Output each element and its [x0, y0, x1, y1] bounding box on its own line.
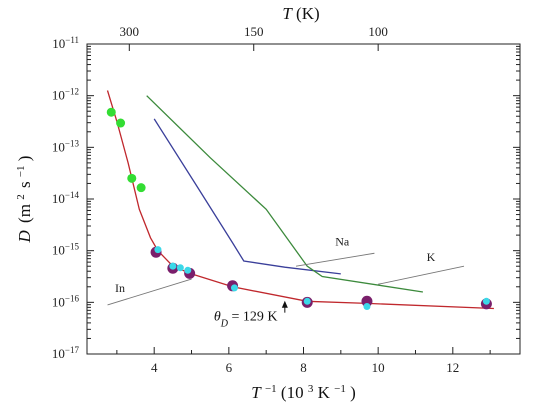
purple-dot-marker: [361, 295, 373, 307]
y-tick-labels: 10−17 10−16 10−15 10−14 10−13 10−12 10−11: [52, 35, 80, 361]
series-label-in: In: [115, 281, 125, 295]
theta-annotation: θD = 129 K: [214, 300, 288, 329]
series-line-k: [146, 95, 423, 293]
y-tick-label: 10−13: [52, 138, 80, 154]
top-axis-title: T (K): [282, 4, 319, 23]
y-tick-label: 10−15: [52, 242, 80, 258]
leader-line: [107, 278, 192, 306]
y-tick-label: 10−17: [52, 345, 80, 361]
y-tick-label: 10−16: [52, 293, 80, 309]
x-tick-label: 6: [226, 360, 233, 375]
green-dot-marker: [106, 107, 116, 117]
series-line-in: [106, 90, 494, 310]
x-tick-label: 12: [446, 360, 459, 375]
series-label-na: Na: [335, 235, 350, 249]
data-markers: [106, 107, 492, 310]
x-tick-label: 8: [300, 360, 307, 375]
annotation-arrowhead: [281, 300, 288, 308]
green-dot-marker: [116, 118, 126, 128]
cyan-dot-marker: [482, 297, 490, 305]
leader-line: [295, 252, 375, 267]
x-tick-label: 4: [151, 360, 158, 375]
cyan-dot-marker: [184, 266, 192, 274]
series-label-k: K: [427, 250, 436, 264]
series-labels: Na K In: [107, 235, 465, 306]
x-tick-labels: 4 6 8 10 12: [151, 360, 459, 375]
top-tick-label: 300: [120, 24, 140, 39]
leader-line: [378, 265, 465, 285]
series-lines: [106, 90, 494, 310]
cyan-dot-marker: [363, 302, 371, 310]
axis-ticks: [87, 43, 520, 355]
y-axis-title: D (m 2 s −1 ): [15, 156, 34, 244]
cyan-dot-marker: [303, 297, 311, 305]
x-axis-title: T −1 (10 3 K −1 ): [251, 383, 356, 402]
y-tick-label: 10−11: [52, 35, 79, 51]
cyan-dot-marker: [230, 284, 238, 292]
top-tick-labels: 300 150 100: [120, 24, 388, 39]
theta-annotation-text: θD = 129 K: [214, 309, 278, 329]
y-tick-label: 10−12: [52, 87, 79, 103]
cyan-dot-marker: [169, 262, 177, 270]
y-tick-label: 10−14: [52, 190, 80, 206]
series-line-na: [153, 118, 341, 275]
cyan-dot-marker: [176, 264, 184, 272]
x-tick-label: 10: [372, 360, 385, 375]
top-tick-label: 150: [244, 24, 264, 39]
top-tick-label: 100: [368, 24, 388, 39]
cyan-dot-marker: [154, 246, 162, 254]
green-dot-marker: [136, 183, 146, 193]
green-dot-marker: [127, 173, 137, 183]
